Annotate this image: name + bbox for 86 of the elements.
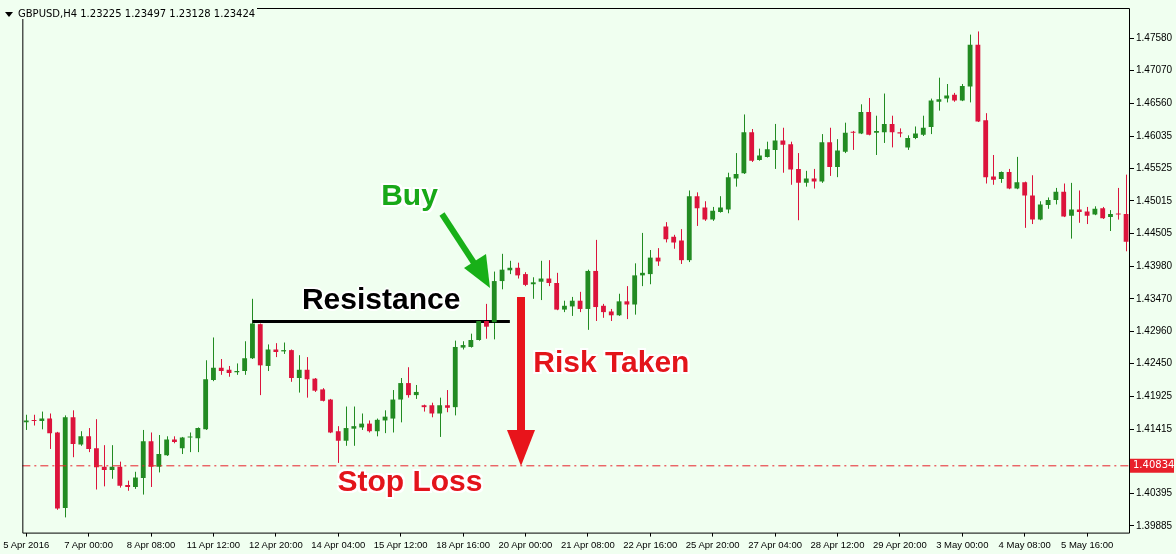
y-tick-label: 1.45015 <box>1136 194 1173 206</box>
x-tick-label: 7 Apr 00:00 <box>64 538 113 550</box>
y-tick-label: 1.40395 <box>1136 487 1173 499</box>
candlestick <box>242 340 248 376</box>
candlestick <box>1069 182 1074 240</box>
candlestick <box>86 427 92 453</box>
candlestick <box>920 115 926 137</box>
candlestick <box>679 228 684 265</box>
x-tick-label: 4 May 08:00 <box>998 538 1051 550</box>
candlestick <box>1115 187 1121 221</box>
candlestick <box>850 130 856 151</box>
candlestick <box>156 434 162 473</box>
x-tick-label: 18 Apr 16:00 <box>436 538 491 550</box>
y-tick-label: 1.41925 <box>1136 390 1173 402</box>
x-tick-label: 15 Apr 12:00 <box>373 538 428 550</box>
candlestick <box>936 77 942 112</box>
y-tick-label: 1.46035 <box>1136 130 1173 142</box>
candlestick <box>647 249 653 285</box>
candlestick <box>164 435 170 457</box>
x-tick-label: 27 Apr 04:00 <box>748 538 803 550</box>
candlestick <box>1014 156 1020 190</box>
annotation: Buy <box>381 178 438 213</box>
y-tick-label: 1.47580 <box>1136 32 1173 44</box>
ref-line-label: 1.40834 <box>1133 459 1175 471</box>
candlestick <box>398 377 404 423</box>
series-label: Resistance <box>301 283 461 317</box>
y-tick-label: 1.45525 <box>1136 162 1173 174</box>
y-tick-label: 1.43980 <box>1136 260 1173 272</box>
candlestick <box>1108 209 1113 232</box>
candlestick <box>390 389 396 433</box>
x-tick-label: 12 Apr 20:00 <box>248 538 303 550</box>
x-tick-label: 21 Apr 08:00 <box>560 538 615 550</box>
x-tick-label: 14 Apr 04:00 <box>311 538 366 550</box>
candlestick <box>211 336 216 382</box>
candlestick <box>874 115 879 156</box>
candlestick <box>117 461 123 489</box>
candlestick <box>663 221 669 243</box>
x-tick-label: 20 Apr 00:00 <box>498 538 553 550</box>
x-tick-label: 8 Apr 08:00 <box>126 538 176 550</box>
candlestick <box>881 93 887 144</box>
candlestick <box>47 412 53 450</box>
candlestick <box>195 426 201 453</box>
y-tick-label: 1.41415 <box>1136 422 1173 434</box>
candlestick <box>351 406 357 447</box>
y-tick-label: 1.39885 <box>1136 519 1173 531</box>
x-tick-label: 3 May 00:00 <box>936 538 989 550</box>
candlestick <box>624 285 630 320</box>
candlestick <box>889 115 895 148</box>
candlestick <box>445 389 450 413</box>
candlestick <box>530 276 536 300</box>
candlestick <box>437 397 443 438</box>
candlestick <box>546 259 552 287</box>
candlestick <box>406 366 411 399</box>
x-tick-label: 11 Apr 12:00 <box>186 538 241 550</box>
candlestick <box>796 152 801 221</box>
y-tick-label: 1.43470 <box>1136 292 1173 304</box>
candlestick <box>780 127 786 174</box>
candlestick <box>702 200 708 222</box>
candlestick <box>835 138 840 178</box>
x-tick-label: 5 Apr 2016 <box>3 538 50 550</box>
candlestick <box>866 97 872 136</box>
y-tick-label: 1.47070 <box>1136 64 1173 76</box>
candlestick <box>101 444 107 487</box>
candlestick <box>858 103 864 135</box>
chart-title: GBPUSD,H4 1.23225 1.23497 1.23128 1.23424 <box>18 8 256 19</box>
candlestick <box>991 154 996 186</box>
y-tick-label: 1.44505 <box>1136 226 1173 238</box>
candlestick <box>484 303 489 340</box>
candlestick <box>296 354 302 394</box>
x-tick-label: 22 Apr 16:00 <box>623 538 678 550</box>
candlestick <box>842 122 848 154</box>
candlestick <box>811 168 817 190</box>
candlestick <box>944 83 950 103</box>
candlestick <box>1076 189 1082 224</box>
y-tick-label: 1.42450 <box>1136 357 1173 369</box>
candlestick <box>1022 181 1028 229</box>
candlestick <box>94 418 99 491</box>
x-tick-label: 29 Apr 20:00 <box>872 538 927 550</box>
x-tick-label: 25 Apr 20:00 <box>685 538 740 550</box>
x-tick-label: 5 May 16:00 <box>1060 538 1114 550</box>
x-tick-label: 28 Apr 12:00 <box>810 538 865 550</box>
candlestick <box>335 425 341 464</box>
annotation: Risk Taken <box>533 345 690 380</box>
annotation: Stop Loss <box>337 463 483 498</box>
y-tick-label: 1.46560 <box>1136 96 1173 108</box>
y-tick-label: 1.42960 <box>1136 324 1173 336</box>
